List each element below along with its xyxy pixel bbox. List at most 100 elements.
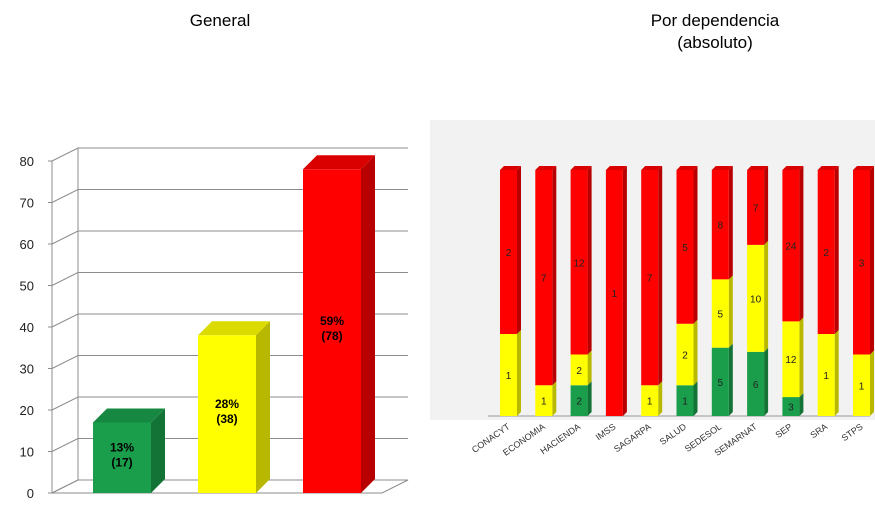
segment-side	[764, 240, 769, 352]
segment: 10	[747, 240, 769, 352]
segment-side	[728, 275, 733, 348]
segment: 7	[747, 166, 769, 245]
segment-front	[711, 347, 729, 416]
y-tick-label: 10	[20, 445, 34, 460]
y-tick-label: 50	[20, 279, 34, 294]
bar-data-label: 13%	[110, 441, 134, 455]
bar-data-label: 59%	[320, 314, 344, 328]
gridline	[51, 147, 408, 162]
segment-label: 5	[718, 310, 724, 321]
y-tick-label: 60	[20, 237, 34, 252]
segment-side	[552, 381, 557, 416]
segment-label: 5	[682, 243, 688, 254]
segment-side	[517, 166, 521, 334]
segment: 1	[676, 381, 698, 416]
segment: 1	[853, 350, 874, 416]
segment-label: 2	[682, 351, 688, 362]
gridline	[51, 396, 408, 411]
segment-front	[500, 170, 517, 334]
bar-data-label: (78)	[321, 329, 342, 343]
segment-top	[711, 166, 733, 170]
column-hacienda: 2 2 12	[570, 166, 592, 416]
segment-top	[535, 166, 557, 170]
segment-top	[817, 166, 839, 170]
segment-side	[517, 330, 521, 416]
segment: 2	[817, 166, 839, 334]
segment-label: 12	[785, 355, 797, 366]
segment-front	[711, 170, 729, 280]
segment: 24	[782, 166, 804, 322]
segment-top	[853, 166, 874, 170]
y-tick-label: 20	[20, 403, 34, 418]
segment-side	[834, 166, 839, 334]
segment-side	[693, 166, 698, 324]
segment-front	[676, 170, 694, 324]
segment-front	[747, 244, 765, 352]
segment-front	[500, 334, 517, 416]
segment-front	[711, 279, 729, 348]
bar-top	[198, 321, 270, 336]
segment: 7	[535, 166, 557, 386]
segment-front	[817, 170, 835, 334]
chart-walls	[48, 147, 409, 494]
segment-front	[535, 385, 553, 416]
segment-label: 1	[612, 289, 618, 300]
gridline	[51, 189, 408, 203]
bar-data-label: (38)	[216, 412, 237, 426]
segment: 5	[676, 166, 698, 324]
segment-label: 12	[574, 258, 586, 269]
column-economia: 17	[535, 166, 557, 416]
bar-side	[361, 155, 375, 494]
segment-side	[728, 343, 733, 416]
segment: 8	[711, 166, 733, 280]
segment-top	[747, 166, 769, 170]
column-stps: 13	[853, 166, 874, 416]
segment-label: 8	[718, 221, 724, 232]
column-sep: 3 12 24	[782, 166, 804, 416]
y-tick-label: 80	[20, 154, 34, 169]
segment: 1	[605, 166, 627, 416]
segment-front	[570, 354, 588, 386]
segment-side	[587, 350, 592, 386]
segment-top	[605, 166, 627, 170]
bar-top	[93, 408, 165, 423]
segment-side	[799, 393, 804, 416]
segment-side	[693, 381, 698, 416]
segment: 5	[711, 275, 733, 348]
dependencia-chart-title: Por dependencia (absoluto)	[650, 11, 780, 52]
category-label: SALUD	[658, 421, 689, 447]
column-semarnat: 6 10 7	[747, 166, 769, 416]
segment-label: 7	[541, 274, 547, 285]
segment: 1	[500, 330, 521, 416]
category-label: STPS	[840, 421, 865, 443]
segment-front	[782, 397, 800, 416]
segment-front	[676, 385, 694, 416]
floor	[51, 479, 409, 494]
segment-top	[782, 166, 804, 170]
segment: 1	[535, 381, 557, 416]
segment-side	[870, 166, 874, 355]
segment-side	[799, 166, 804, 322]
segment-label: 2	[576, 366, 582, 377]
segment-label: 6	[753, 380, 759, 391]
category-label: IMSS	[594, 421, 618, 442]
segment-top	[641, 166, 663, 170]
bar-1: 13%(17)	[93, 408, 165, 493]
segment: 12	[570, 166, 592, 355]
segment-front	[605, 170, 623, 416]
segment-label: 24	[785, 242, 797, 253]
segment-side	[587, 381, 592, 416]
segment-front	[641, 385, 659, 416]
segment-label: 5	[718, 378, 724, 389]
bar-data-label: (17)	[111, 456, 132, 470]
bar-data-label: 28%	[215, 397, 239, 411]
segment-top	[500, 166, 521, 170]
segment-side	[622, 166, 627, 416]
gridline	[51, 355, 408, 369]
segment-label: 10	[750, 294, 762, 305]
segment-label: 1	[823, 371, 829, 382]
segment-front	[817, 334, 835, 416]
segment-label: 2	[576, 397, 582, 408]
segment-label: 2	[506, 248, 512, 259]
